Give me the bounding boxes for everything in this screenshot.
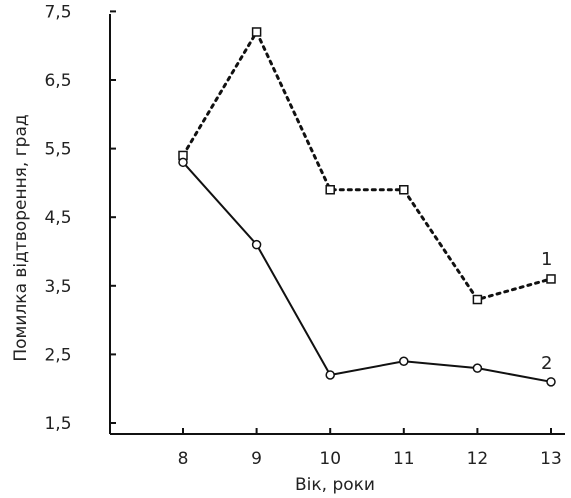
- x-tick-label: 9: [251, 449, 262, 469]
- y-tick-label: 7,5: [44, 2, 71, 22]
- x-tick-label: 13: [540, 449, 562, 469]
- series-2-point: [325, 370, 335, 380]
- series-layer: [178, 27, 556, 387]
- y-tick-label: 3,5: [44, 277, 71, 297]
- y-ticks: 1,5 2,5 3,5 4,5 5,5 6,5 7,5: [44, 2, 116, 434]
- series-1-point: [399, 185, 409, 195]
- x-tick-label: 8: [178, 449, 189, 469]
- series-2-line: [182, 161, 552, 383]
- y-tick-label: 2,5: [44, 345, 71, 365]
- series-1-label: 1: [541, 249, 552, 270]
- series-1-point: [325, 185, 335, 195]
- x-axis-title: Вік, роки: [295, 475, 375, 495]
- series-2-point: [546, 377, 556, 387]
- x-ticks: 8 9 10 11 12 13: [178, 428, 562, 469]
- series-1-point: [472, 294, 483, 305]
- series-2-point: [251, 239, 262, 250]
- axes: [109, 14, 565, 435]
- x-tick-label: 11: [393, 449, 415, 469]
- y-tick-label: 1,5: [44, 414, 71, 434]
- y-axis-title: Помилка відтворення, град: [11, 114, 31, 361]
- series-2-label: 2: [541, 353, 552, 374]
- y-tick-label: 5,5: [44, 140, 71, 160]
- series-1-point: [251, 27, 262, 37]
- y-tick-label: 6,5: [44, 71, 71, 91]
- x-tick-label: 10: [319, 449, 341, 469]
- x-tick-label: 12: [467, 449, 489, 469]
- series-1-line: [181, 28, 553, 302]
- series-1-point: [546, 274, 556, 284]
- y-tick-label: 4,5: [44, 208, 71, 228]
- series-2-point: [178, 157, 188, 168]
- series-2-point: [472, 363, 483, 373]
- series-2-point: [399, 356, 409, 367]
